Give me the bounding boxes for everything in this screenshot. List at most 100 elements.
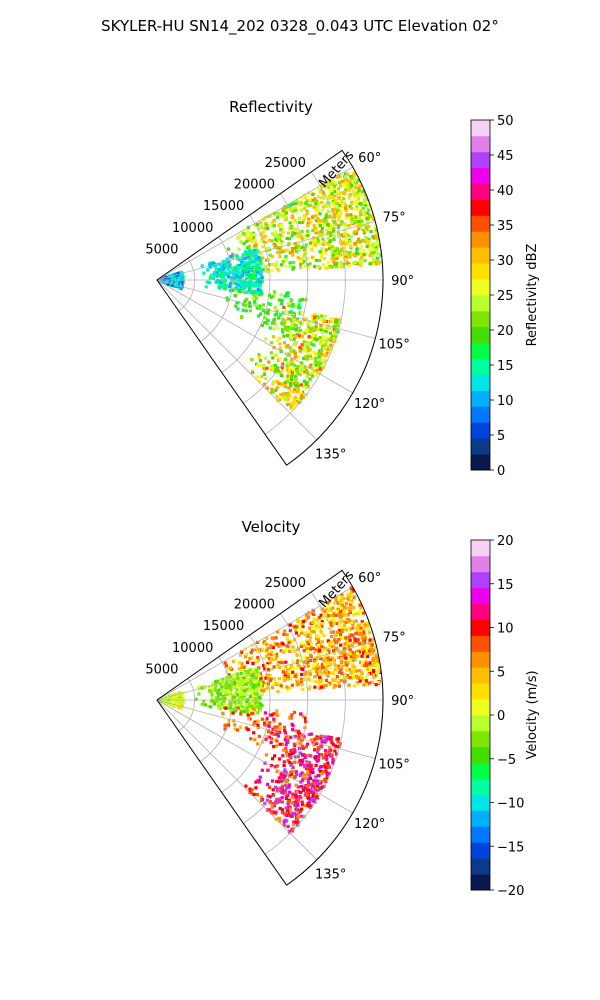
echo-cell bbox=[269, 644, 273, 648]
echo-cell bbox=[337, 215, 341, 219]
echo-cell bbox=[315, 199, 319, 203]
echo-cell bbox=[314, 789, 318, 793]
echo-cell bbox=[304, 720, 308, 724]
echo-cell bbox=[294, 327, 298, 331]
echo-cell bbox=[236, 268, 240, 273]
echo-cell bbox=[332, 332, 336, 336]
echo-cell bbox=[288, 381, 292, 386]
echo-cell bbox=[180, 695, 185, 699]
echo-cell bbox=[331, 614, 335, 618]
echo-cell bbox=[256, 650, 260, 654]
echo-cell bbox=[340, 657, 344, 661]
echo-cell bbox=[339, 254, 343, 258]
colorbar-swatch bbox=[471, 730, 490, 748]
echo-cell bbox=[290, 247, 294, 251]
echo-cell bbox=[354, 611, 358, 615]
echo-cell bbox=[273, 765, 277, 769]
echo-cell bbox=[306, 664, 310, 668]
echo-cell bbox=[255, 693, 259, 697]
echo-cell bbox=[323, 615, 327, 619]
echo-cell bbox=[175, 702, 179, 706]
echo-cell bbox=[344, 620, 348, 624]
echo-cell bbox=[288, 623, 292, 627]
echo-cell bbox=[277, 776, 281, 780]
echo-cell bbox=[291, 674, 295, 678]
echo-cell bbox=[318, 625, 322, 629]
echo-cell bbox=[300, 760, 304, 764]
echo-cell bbox=[226, 247, 231, 251]
echo-cell bbox=[376, 664, 380, 668]
echo-cell bbox=[234, 709, 238, 713]
echo-cell bbox=[228, 706, 232, 710]
echo-cell bbox=[333, 207, 337, 212]
echo-cell bbox=[300, 807, 304, 811]
echo-cell bbox=[304, 342, 308, 346]
echo-cell bbox=[308, 653, 312, 657]
echo-cell bbox=[306, 649, 310, 654]
echo-cell bbox=[358, 182, 362, 186]
echo-cell bbox=[234, 274, 239, 278]
echo-cell bbox=[258, 706, 262, 710]
echo-cell bbox=[272, 212, 276, 216]
echo-cell bbox=[292, 387, 297, 391]
echo-cell bbox=[376, 243, 380, 248]
echo-cell bbox=[258, 293, 262, 297]
echo-cell bbox=[368, 661, 372, 665]
echo-cell bbox=[217, 702, 221, 706]
echo-cell bbox=[326, 266, 330, 270]
echo-cell bbox=[354, 619, 358, 623]
echo-cell bbox=[249, 682, 253, 686]
echo-cell bbox=[227, 673, 231, 677]
echo-cell bbox=[288, 754, 292, 758]
echo-cell bbox=[268, 679, 273, 683]
echo-cell bbox=[246, 226, 250, 230]
echo-cell bbox=[336, 207, 340, 211]
echo-cell bbox=[226, 272, 230, 276]
echo-cell bbox=[374, 656, 378, 660]
echo-cell bbox=[290, 372, 294, 376]
echo-cell bbox=[350, 176, 354, 180]
echo-cell bbox=[288, 264, 292, 268]
echo-cell bbox=[246, 269, 251, 273]
echo-cell bbox=[329, 224, 333, 228]
echo-cell bbox=[324, 215, 328, 219]
echo-cell bbox=[336, 740, 340, 744]
echo-cell bbox=[273, 263, 277, 267]
echo-cell bbox=[255, 375, 259, 379]
echo-cell bbox=[319, 254, 323, 258]
echo-cell bbox=[311, 198, 315, 202]
echo-cell bbox=[333, 215, 337, 219]
range-ring bbox=[221, 214, 271, 373]
echo-cell bbox=[366, 624, 370, 628]
echo-cell bbox=[292, 265, 296, 269]
echo-cell bbox=[285, 248, 289, 252]
echo-cell bbox=[368, 638, 372, 642]
echo-cell bbox=[317, 646, 321, 650]
echo-cell bbox=[258, 672, 262, 676]
echo-cell bbox=[268, 661, 272, 665]
echo-cell bbox=[318, 250, 322, 254]
echo-cell bbox=[323, 738, 327, 743]
echo-cell bbox=[278, 346, 282, 350]
echo-cell bbox=[294, 383, 298, 388]
echo-cell bbox=[278, 730, 282, 734]
echo-cell bbox=[308, 787, 313, 792]
echo-cell bbox=[340, 595, 344, 599]
echo-cell bbox=[293, 350, 297, 354]
echo-cell bbox=[292, 247, 297, 251]
echo-cell bbox=[172, 693, 176, 697]
echo-cell bbox=[288, 686, 292, 690]
echo-cell bbox=[373, 225, 377, 229]
echo-cell bbox=[218, 283, 222, 287]
echo-cell bbox=[362, 231, 366, 235]
echo-cell bbox=[326, 639, 330, 643]
echo-cell bbox=[358, 226, 363, 231]
echo-cell bbox=[282, 668, 286, 672]
echo-cell bbox=[313, 796, 317, 800]
echo-cell bbox=[276, 246, 280, 250]
echo-cell bbox=[274, 244, 278, 248]
echo-cell bbox=[256, 292, 260, 296]
echo-cell bbox=[337, 251, 341, 255]
echo-cell bbox=[317, 219, 321, 223]
echo-cell bbox=[266, 318, 270, 322]
